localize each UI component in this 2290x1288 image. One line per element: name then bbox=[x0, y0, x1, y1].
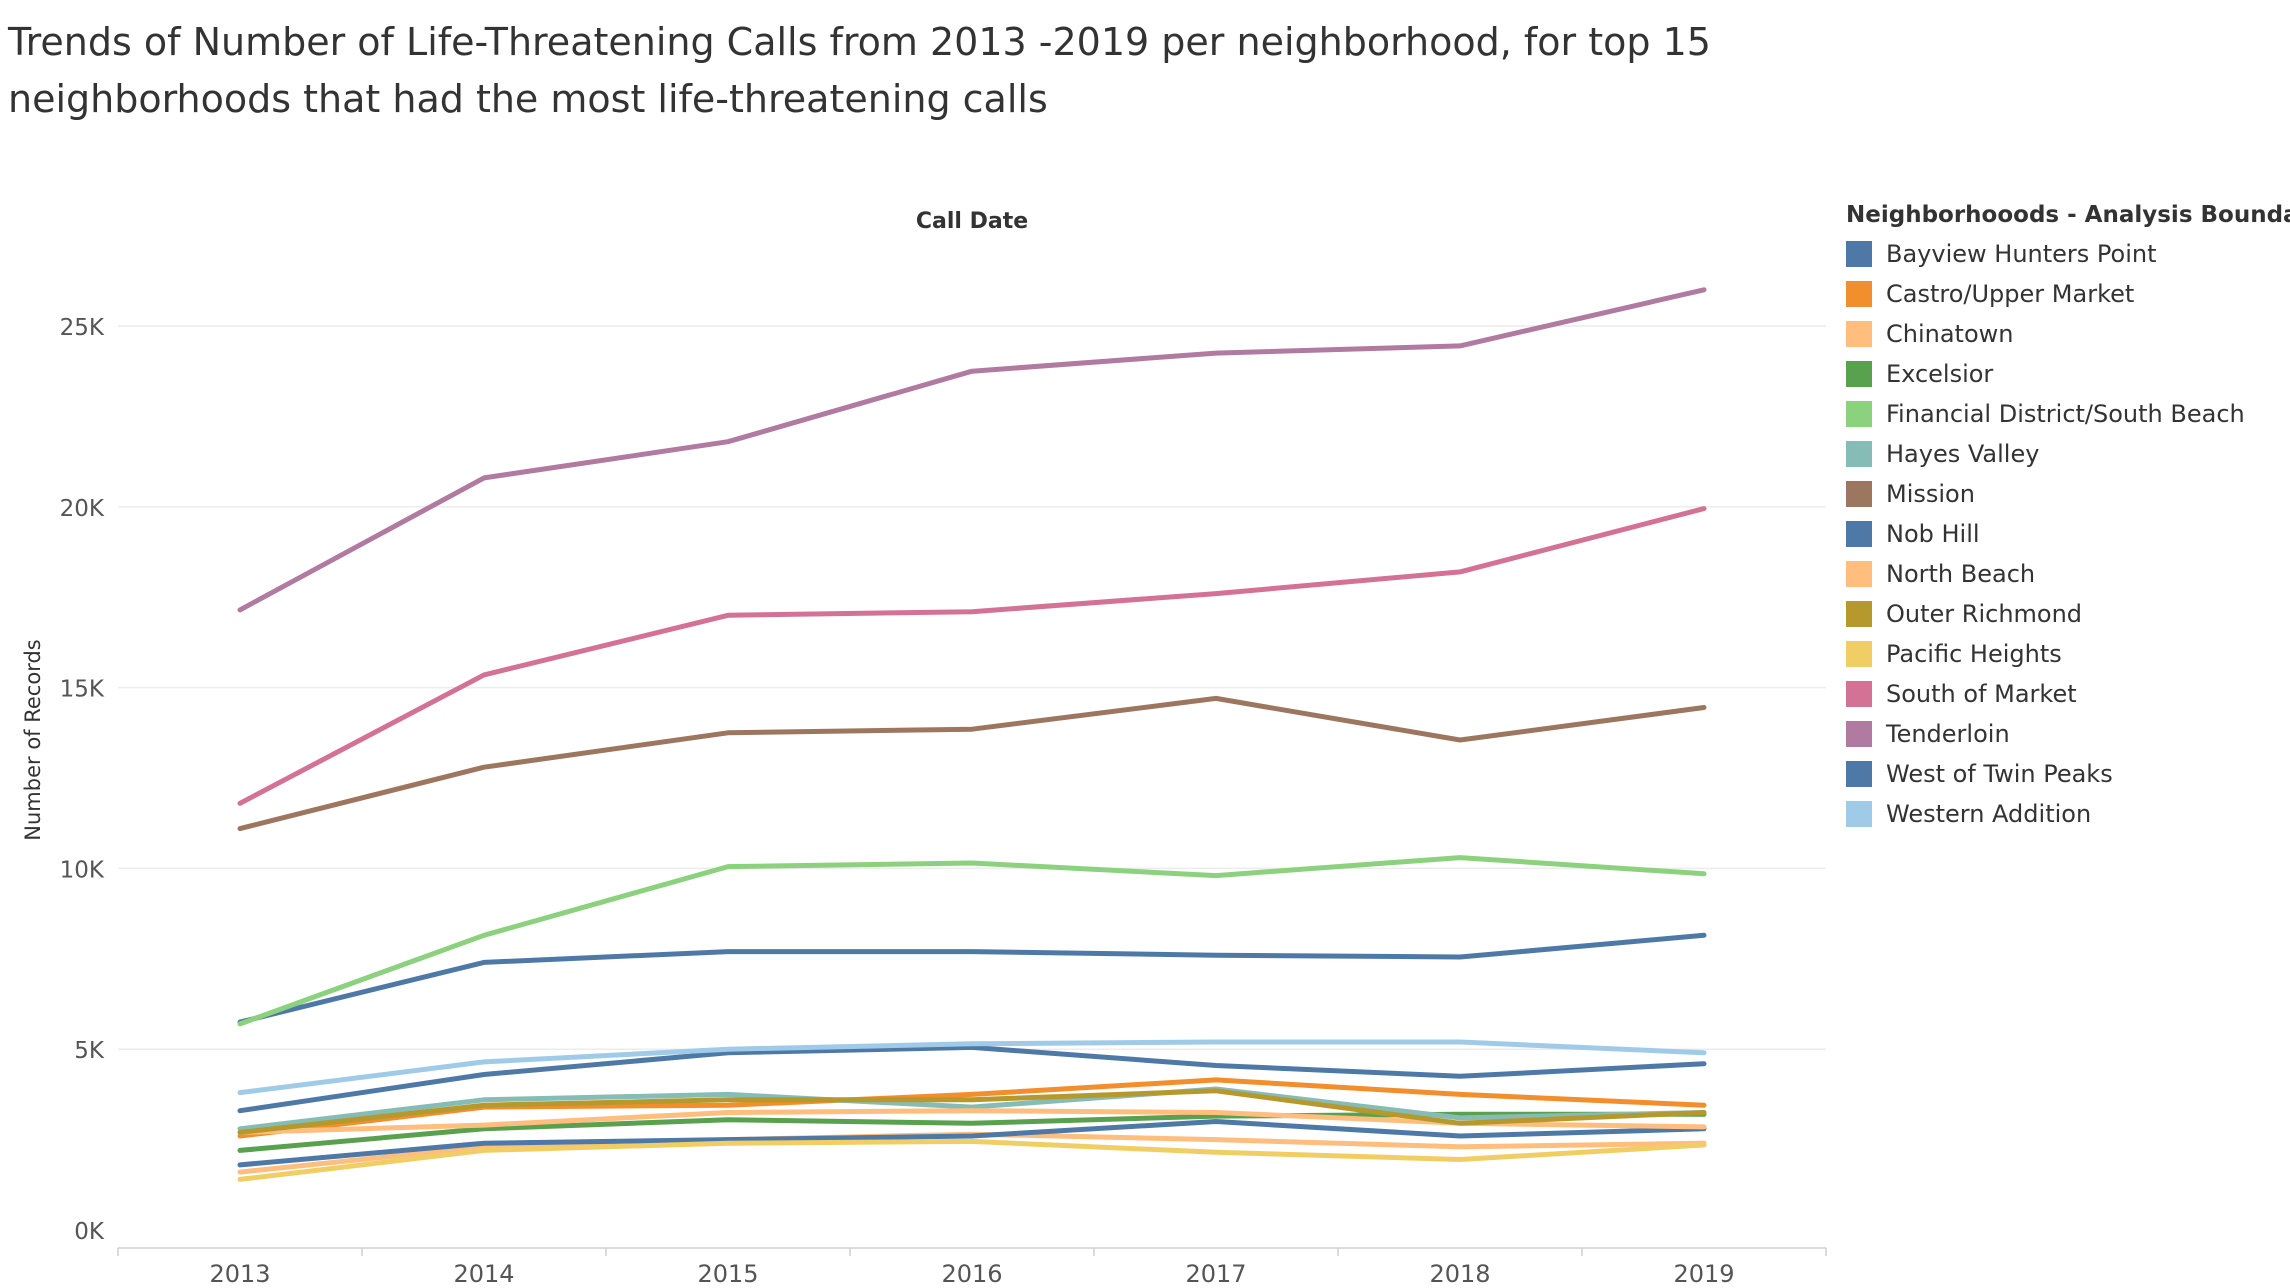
legend-swatch bbox=[1846, 441, 1872, 467]
y-axis-title: Number of Records bbox=[21, 639, 45, 840]
legend-item-chinatown[interactable]: Chinatown bbox=[1846, 314, 2290, 354]
series-line-mission bbox=[237, 695, 1707, 832]
series-line-western-addition bbox=[237, 1039, 1707, 1096]
legend-swatch bbox=[1846, 761, 1872, 787]
legend-label: Castro/Upper Market bbox=[1886, 280, 2135, 308]
legend-swatch bbox=[1846, 561, 1872, 587]
legend-label: Bayview Hunters Point bbox=[1886, 240, 2157, 268]
chart-title-line-1: Trends of Number of Life-Threatening Cal… bbox=[8, 20, 1711, 64]
y-tick-label: 20K bbox=[60, 496, 105, 522]
legend-swatch bbox=[1846, 321, 1872, 347]
x-tick-label: 2013 bbox=[209, 1260, 270, 1288]
series-line-pacific-heights bbox=[237, 1138, 1707, 1182]
legend-label: West of Twin Peaks bbox=[1886, 760, 2113, 788]
x-tick-label: 2014 bbox=[453, 1260, 514, 1288]
legend-item-nob-hill[interactable]: Nob Hill bbox=[1846, 514, 2290, 554]
legend-item-hayes-valley[interactable]: Hayes Valley bbox=[1846, 434, 2290, 474]
legend: Neighborhooods - Analysis Boundaries Bay… bbox=[1846, 202, 2290, 834]
legend-item-tenderloin[interactable]: Tenderloin bbox=[1846, 714, 2290, 754]
x-axis-title: Call Date bbox=[916, 209, 1028, 234]
legend-label: Chinatown bbox=[1886, 320, 2014, 348]
legend-swatch bbox=[1846, 481, 1872, 507]
legend-item-pacific-heights[interactable]: Pacific Heights bbox=[1846, 634, 2290, 674]
y-tick-label: 10K bbox=[60, 857, 105, 883]
series-line-bayview-hunters-point bbox=[237, 932, 1707, 1025]
legend-label: Hayes Valley bbox=[1886, 440, 2040, 468]
legend-swatch bbox=[1846, 521, 1872, 547]
legend-item-castro-upper-market[interactable]: Castro/Upper Market bbox=[1846, 274, 2290, 314]
legend-swatch bbox=[1846, 721, 1872, 747]
legend-swatch bbox=[1846, 401, 1872, 427]
legend-item-excelsior[interactable]: Excelsior bbox=[1846, 354, 2290, 394]
x-tick-label: 2017 bbox=[1185, 1260, 1246, 1288]
legend-swatch bbox=[1846, 241, 1872, 267]
series-line-hayes-valley bbox=[237, 1086, 1707, 1132]
legend-item-outer-richmond[interactable]: Outer Richmond bbox=[1846, 594, 2290, 634]
chart-title-line-2: neighborhoods that had the most life-thr… bbox=[8, 77, 1048, 121]
legend-label: Financial District/South Beach bbox=[1886, 400, 2245, 428]
x-tick-label: 2019 bbox=[1673, 1260, 1734, 1288]
y-tick-label: 0K bbox=[74, 1219, 105, 1245]
legend-label: Excelsior bbox=[1886, 360, 1994, 388]
legend-item-west-of-twin-peaks[interactable]: West of Twin Peaks bbox=[1846, 754, 2290, 794]
y-tick-label: 5K bbox=[74, 1038, 105, 1064]
legend-swatch bbox=[1846, 641, 1872, 667]
x-tick-label: 2016 bbox=[941, 1260, 1002, 1288]
legend-label: Western Addition bbox=[1886, 800, 2092, 828]
series-line-outer-richmond bbox=[237, 1088, 1707, 1135]
legend-label: Pacific Heights bbox=[1886, 640, 2062, 668]
legend-item-north-beach[interactable]: North Beach bbox=[1846, 554, 2290, 594]
legend-items: Bayview Hunters Point Castro/Upper Market… bbox=[1846, 234, 2290, 834]
legend-item-western-addition[interactable]: Western Addition bbox=[1846, 794, 2290, 834]
x-tick-label: 2018 bbox=[1429, 1260, 1490, 1288]
legend-item-mission[interactable]: Mission bbox=[1846, 474, 2290, 514]
legend-title: Neighborhooods - Analysis Boundaries bbox=[1846, 202, 2290, 228]
x-tick-label: 2015 bbox=[697, 1260, 758, 1288]
legend-label: North Beach bbox=[1886, 560, 2036, 588]
legend-swatch bbox=[1846, 801, 1872, 827]
chart-title: Trends of Number of Life-Threatening Cal… bbox=[8, 14, 1711, 128]
legend-item-bayview-hunters-point[interactable]: Bayview Hunters Point bbox=[1846, 234, 2290, 274]
legend-label: Outer Richmond bbox=[1886, 600, 2083, 628]
series-line-south-of-market bbox=[237, 506, 1707, 806]
legend-item-south-of-market[interactable]: South of Market bbox=[1846, 674, 2290, 714]
legend-item-financial-district-south-beach[interactable]: Financial District/South Beach bbox=[1846, 394, 2290, 434]
legend-label: Mission bbox=[1886, 480, 1975, 508]
series-line-financial-district-south-beach bbox=[237, 855, 1707, 1027]
series-line-tenderloin bbox=[237, 287, 1707, 613]
series-line-nob-hill bbox=[237, 1119, 1707, 1168]
legend-swatch bbox=[1846, 281, 1872, 307]
y-tick-label: 15K bbox=[60, 677, 105, 703]
legend-swatch bbox=[1846, 361, 1872, 387]
series-line-west-of-twin-peaks bbox=[237, 1044, 1707, 1114]
legend-swatch bbox=[1846, 601, 1872, 627]
series-line-excelsior bbox=[237, 1111, 1707, 1153]
legend-label: Nob Hill bbox=[1886, 520, 1980, 548]
y-tick-label: 25K bbox=[60, 315, 105, 341]
legend-label: Tenderloin bbox=[1886, 720, 2010, 748]
legend-label: South of Market bbox=[1886, 680, 2077, 708]
legend-swatch bbox=[1846, 681, 1872, 707]
